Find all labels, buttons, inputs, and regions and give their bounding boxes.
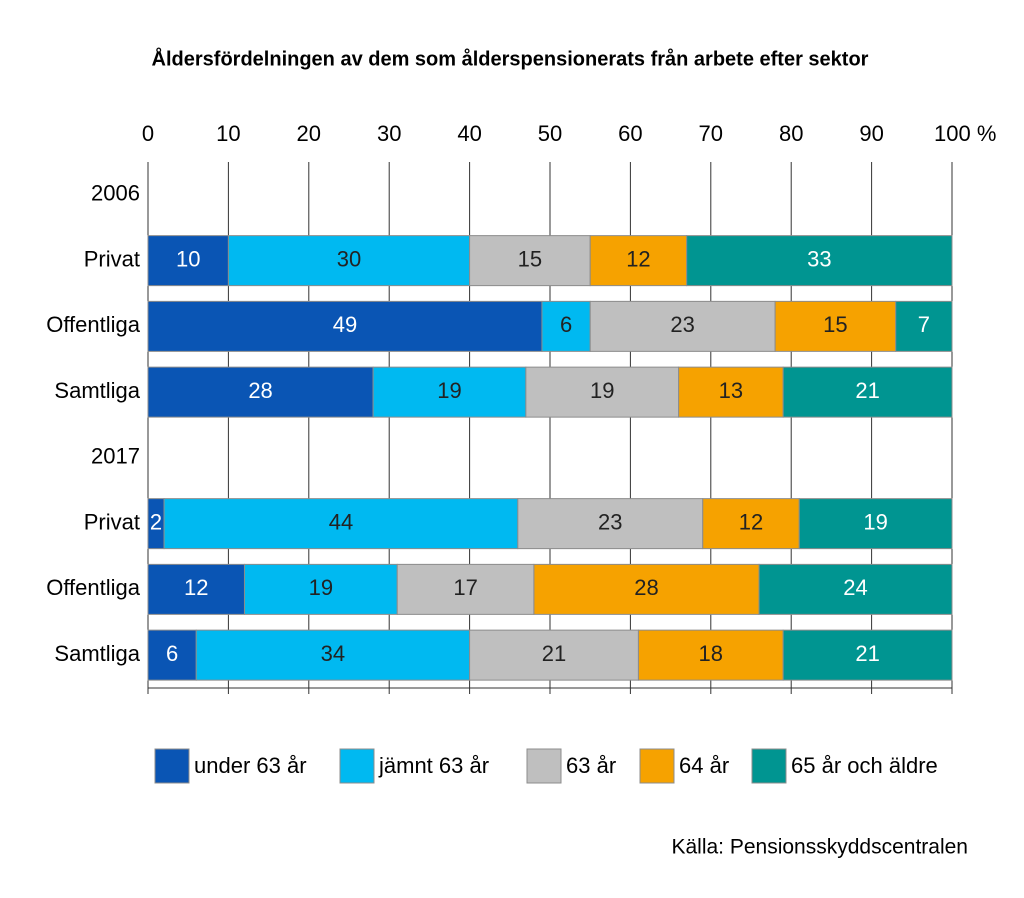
bar-segment [774, 300, 897, 352]
bar-segment [798, 498, 953, 550]
x-tick-label: 0 [142, 121, 154, 146]
data-label: 15 [518, 246, 542, 271]
y-tick-label: 2006 [91, 181, 140, 206]
data-label: 23 [598, 509, 622, 534]
bar-segment [637, 629, 784, 681]
data-label: 49 [333, 312, 357, 337]
legend-label: 65 år och äldre [791, 753, 938, 778]
data-label: 2 [150, 509, 162, 534]
data-label: 13 [719, 378, 743, 403]
data-label: 21 [855, 641, 879, 666]
bar-segment [758, 563, 953, 615]
y-tick-label: Offentliga [46, 575, 141, 600]
legend-swatch [639, 748, 675, 784]
x-tick-label: 70 [699, 121, 723, 146]
data-label: 19 [863, 509, 887, 534]
data-label: 12 [739, 509, 763, 534]
x-tick-label: 30 [377, 121, 401, 146]
data-label: 19 [590, 378, 614, 403]
bar-segment [469, 235, 591, 287]
y-tick-label: Offentliga [46, 312, 141, 337]
data-label: 12 [626, 246, 650, 271]
bar-segment [589, 235, 688, 287]
data-label: 21 [855, 378, 879, 403]
data-label: 44 [329, 509, 353, 534]
data-label: 24 [843, 575, 867, 600]
data-label: 30 [337, 246, 361, 271]
bar-segment [517, 498, 704, 550]
bar-segment [525, 366, 680, 418]
y-tick-label: Privat [84, 509, 140, 534]
bar-segment [533, 563, 760, 615]
data-label: 10 [176, 246, 200, 271]
bar-segment [147, 366, 374, 418]
x-tick-label: 20 [297, 121, 321, 146]
data-label: 28 [634, 575, 658, 600]
data-label: 17 [453, 575, 477, 600]
data-label: 15 [823, 312, 847, 337]
data-label: 18 [699, 641, 723, 666]
bar-segment [372, 366, 527, 418]
bar-segment [147, 235, 229, 287]
data-label: 28 [248, 378, 272, 403]
x-tick-label: 50 [538, 121, 562, 146]
legend-label: under 63 år [194, 753, 307, 778]
data-label: 21 [542, 641, 566, 666]
y-tick-label: Samtliga [54, 378, 140, 403]
legend-label: 64 år [679, 753, 729, 778]
chart-title: Åldersfördelningen av dem som ålderspens… [152, 46, 869, 70]
bar-segment [469, 629, 639, 681]
source-note: Källa: Pensionsskyddscentralen [671, 836, 968, 859]
data-label: 23 [670, 312, 694, 337]
data-label: 33 [807, 246, 831, 271]
bar-segment [147, 300, 543, 352]
data-label: 7 [918, 312, 930, 337]
data-label: 19 [309, 575, 333, 600]
legend-label: jämnt 63 år [378, 753, 489, 778]
bar-segment [895, 300, 953, 352]
bar-segment [702, 498, 800, 550]
x-tick-label: 40 [457, 121, 481, 146]
x-tick-label: 80 [779, 121, 803, 146]
data-label: 19 [437, 378, 461, 403]
legend-swatch [751, 748, 787, 784]
legend-swatch [339, 748, 375, 784]
x-tick-label: 100 % [934, 121, 996, 146]
x-tick-label: 90 [859, 121, 883, 146]
legend-label: 63 år [566, 753, 616, 778]
bar-segment [782, 366, 953, 418]
data-label: 12 [184, 575, 208, 600]
y-tick-label: Samtliga [54, 641, 140, 666]
bar-segment [686, 235, 953, 287]
x-tick-label: 10 [216, 121, 240, 146]
legend-swatch [526, 748, 562, 784]
bar-segment [227, 235, 471, 287]
bar-segment [243, 563, 398, 615]
legend-swatch [154, 748, 190, 784]
y-tick-label: 2017 [91, 444, 140, 469]
bar-segment [147, 563, 245, 615]
y-tick-label: Privat [84, 246, 140, 271]
data-label: 6 [166, 641, 178, 666]
data-label: 6 [560, 312, 572, 337]
bar-segment [541, 300, 591, 352]
x-tick-label: 60 [618, 121, 642, 146]
bar-segment [678, 366, 784, 418]
bar-segment [782, 629, 953, 681]
data-label: 34 [321, 641, 345, 666]
